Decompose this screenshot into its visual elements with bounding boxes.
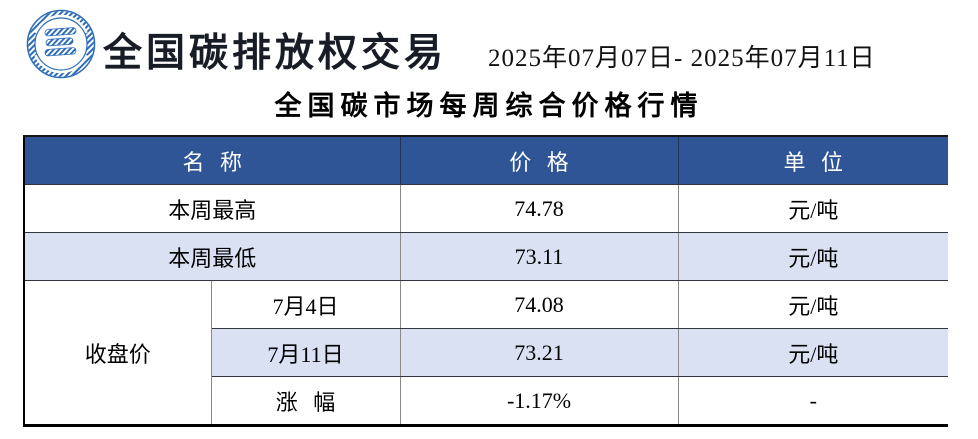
table-row-closing-jul4: 收盘价 7月4日 74.08 元/吨 [24, 280, 949, 426]
col-header-unit: 单 位 [677, 135, 949, 185]
week-high-unit: 元/吨 [677, 184, 949, 233]
closing-jul4-price: 74.08 [399, 280, 679, 329]
table-header-row: 名 称 价 格 单 位 [24, 135, 949, 185]
week-low-name: 本周最低 [24, 232, 401, 281]
change-unit: - [677, 376, 949, 426]
col-header-name: 名 称 [24, 135, 401, 185]
closing-jul11-price: 73.21 [399, 328, 679, 377]
week-low-unit: 元/吨 [677, 232, 949, 281]
table-row-week-low: 本周最低 73.11 元/吨 [24, 232, 949, 281]
table-row-week-high: 本周最高 74.78 元/吨 [24, 184, 949, 233]
closing-jul4-unit: 元/吨 [677, 280, 949, 329]
change-name: 涨 幅 [211, 376, 401, 426]
table-row-change: 涨 幅 -1.17% - [24, 376, 949, 426]
week-high-price: 74.78 [399, 184, 679, 233]
col-header-price: 价 格 [399, 135, 679, 185]
closing-jul11-unit: 元/吨 [677, 328, 949, 377]
closing-jul11-name: 7月11日 [211, 328, 401, 377]
change-price: -1.17% [399, 376, 679, 426]
carbon-exchange-logo-icon [25, 8, 97, 80]
weekly-price-table: 名 称 价 格 单 位 本周最高 74.78 元/吨 本周最低 73.11 元/… [23, 135, 949, 427]
brand-title: 全国碳排放权交易 [103, 32, 448, 75]
date-range: 2025年07月07日- 2025年07月11日 [488, 45, 876, 72]
week-high-name: 本周最高 [24, 184, 401, 233]
closing-price-label: 收盘价 [24, 280, 212, 426]
week-low-price: 73.11 [399, 232, 679, 281]
page-title: 全国碳市场每周综合价格行情 [274, 91, 704, 121]
table-row-closing-jul11: 7月11日 73.21 元/吨 [24, 328, 949, 377]
closing-jul4-name: 7月4日 [210, 280, 401, 329]
